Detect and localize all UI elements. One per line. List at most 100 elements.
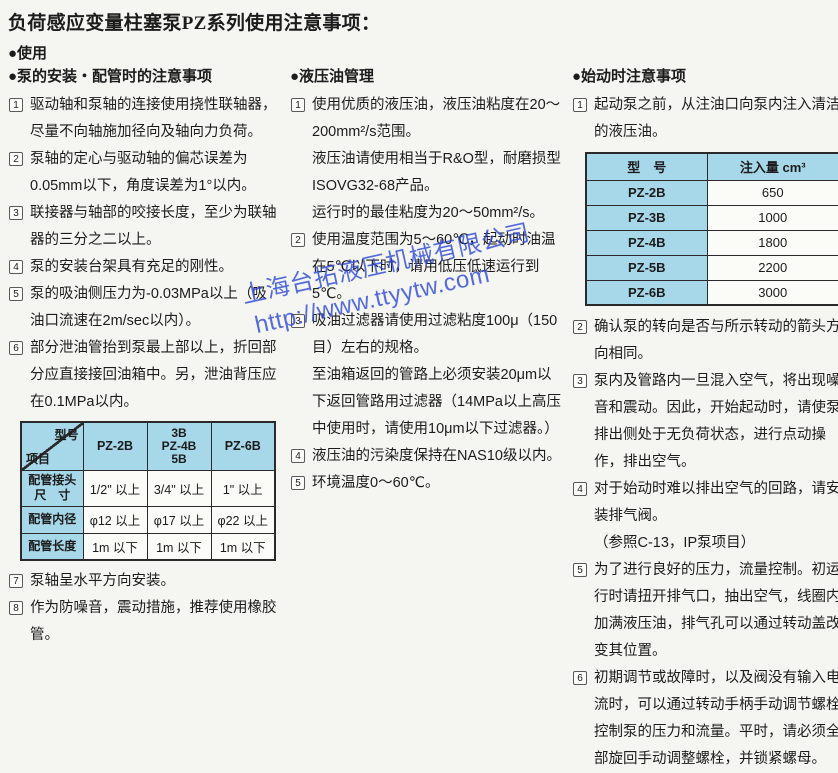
table-cell-model: PZ-3B — [585, 204, 708, 231]
table-cell: 3/4" 以上 — [146, 469, 212, 507]
note-item: 3 泵内及管路内一旦混入空气，将出现噪音和震动。因此，开始起动时，请使泵排出侧处… — [572, 368, 838, 476]
item-text: 环境温度0～60℃。 — [312, 475, 440, 491]
item-number: 2 — [9, 152, 23, 166]
item-text: 泵内及管路内一旦混入空气，将出现噪音和震动。因此，开始起动时，请使泵排出侧处于无… — [594, 373, 838, 470]
note-item: 7 泵轴呈水平方向安装。 — [8, 568, 281, 595]
section-oil: ●液压油管理 1 使用优质的液压油，液压油粘度在20～200mm²/s范围。 液… — [290, 66, 563, 773]
table-cell-volume: 1000 — [706, 204, 838, 231]
note-item: 6 初期调节或故障时，以及阀没有输入电流时，可以通过转动手柄手动调节螺栓控制泵的… — [572, 665, 838, 773]
column-header: 3B PZ-4B 5B — [146, 421, 212, 471]
columns: ●泵的安装・配管时的注意事项 1 驱动轴和泵轴的连接使用挠性联轴器，尽量不向轴施… — [8, 66, 838, 773]
column-header: 注入量 cm³ — [706, 152, 838, 181]
table-cell-volume: 650 — [706, 179, 838, 206]
section-startup: ●始动时注意事项 1 起动泵之前，从注油口向泵内注入清洁的液压油。 型 号 注入… — [572, 66, 838, 773]
item-number: 5 — [9, 287, 23, 301]
item-number: 8 — [9, 601, 23, 615]
item-text: 使用温度范围为5～60℃，起动时油温在5℃以下时，请用低压低速运行到5℃。 — [312, 232, 556, 302]
item-text: 作为防噪音，震动措施，推荐使用橡胶管。 — [30, 600, 277, 643]
item-number: 2 — [291, 233, 305, 247]
section-install-header: ●泵的安装・配管时的注意事项 — [8, 68, 213, 85]
item-text: 液压油的污染度保持在NAS10级以内。 — [312, 448, 561, 464]
table-cell: 1m 以下 — [210, 532, 276, 561]
piping-table: 型号 项目 PZ-2B 3B PZ-4B 5B PZ-6B 配管接头 尺 寸 1… — [20, 421, 276, 561]
item-text: 为了进行良好的压力，流量控制。初运行时请扭开排气口，抽出空气，线圈内加满液压油，… — [594, 562, 838, 659]
item-text: 液压油请使用相当于R&O型，耐磨损型ISOVG32-68产品。 — [312, 151, 561, 194]
usage-header: ●使用 — [8, 45, 48, 62]
item-text: 驱动轴和泵轴的连接使用挠性联轴器，尽量不向轴施加径向及轴向力负荷。 — [30, 97, 277, 140]
item-text: 吸油过滤器请使用过滤粘度100μ（150目）左右的规格。 — [312, 313, 558, 356]
corner-label-item: 项目 — [26, 451, 51, 466]
column-header: PZ-2B — [82, 421, 148, 471]
item-text: 初期调节或故障时，以及阀没有输入电流时，可以通过转动手柄手动调节螺栓控制泵的压力… — [594, 670, 838, 767]
item-text: （参照C-13，IP泵项目） — [594, 535, 756, 551]
item-number: 4 — [291, 449, 305, 463]
note-item: 4 液压油的污染度保持在NAS10级以内。 — [290, 443, 563, 470]
item-text: 泵轴的定心与驱动轴的偏芯误差为0.05mm以下，角度误差为1°以内。 — [30, 151, 256, 194]
item-text: 至油箱返回的管路上必须安装20μm以下返回管路用过滤器（14MPa以上高压中使用… — [312, 367, 561, 437]
note-item: 2 确认泵的转向是否与所示转动的箭头方向相同。 — [572, 314, 838, 368]
item-number: 4 — [573, 482, 587, 496]
item-text: 起动泵之前，从注油口向泵内注入清洁的液压油。 — [594, 97, 838, 140]
table-cell: 1" 以上 — [210, 469, 276, 507]
item-number: 5 — [573, 563, 587, 577]
column-header: 型 号 — [585, 152, 708, 181]
table-cell: 1m 以下 — [146, 532, 212, 561]
item-text: 泵的安装台架具有充足的刚性。 — [30, 259, 233, 275]
item-text: 部分泄油管抬到泵最上部以上，折回部分应直接接回油箱中。另，泄油背压应在0.1MP… — [30, 340, 277, 410]
table-cell-model: PZ-2B — [585, 179, 708, 206]
column-header: PZ-6B — [210, 421, 276, 471]
item-number: 3 — [573, 374, 587, 388]
note-item: 2 使用温度范围为5～60℃，起动时油温在5℃以下时，请用低压低速运行到5℃。 — [290, 227, 563, 308]
note-item: 4 泵的安装台架具有充足的刚性。 — [8, 254, 281, 281]
table-corner-cell: 型号 项目 — [20, 421, 84, 471]
item-text: 对于始动时难以排出空气的回路，请安装排气阀。 — [594, 481, 838, 524]
fill-volume-table: 型 号 注入量 cm³ PZ-2B 650 PZ-3B 1000 PZ-4B 1… — [585, 152, 838, 306]
table-cell-model: PZ-4B — [585, 229, 708, 256]
item-text: 运行时的最佳粘度为20～50mm²/s。 — [312, 205, 545, 221]
item-number: 5 — [291, 476, 305, 490]
section-oil-header: ●液压油管理 — [290, 68, 375, 85]
note-item: 8 作为防噪音，震动措施，推荐使用橡胶管。 — [8, 595, 281, 649]
note-item: 4 对于始动时难以排出空气的回路，请安装排气阀。 （参照C-13，IP泵项目） — [572, 476, 838, 557]
table-cell-model: PZ-5B — [585, 254, 708, 281]
note-item: 3 联接器与轴部的咬接长度，至少为联轴器的三分之二以上。 — [8, 200, 281, 254]
table-cell: φ12 以上 — [82, 505, 148, 534]
note-item: 1 驱动轴和泵轴的连接使用挠性联轴器，尽量不向轴施加径向及轴向力负荷。 — [8, 92, 281, 146]
note-item: 1 使用优质的液压油，液压油粘度在20～200mm²/s范围。 液压油请使用相当… — [290, 92, 563, 227]
note-item: 5 泵的吸油侧压力为-0.03MPa以上（吸油口流速在2m/sec以内）。 — [8, 281, 281, 335]
row-label: 配管接头 尺 寸 — [20, 469, 84, 507]
item-number: 1 — [291, 98, 305, 112]
table-cell: 1/2" 以上 — [82, 469, 148, 507]
item-number: 6 — [573, 671, 587, 685]
row-label: 配管内径 — [20, 505, 84, 534]
table-cell-volume: 1800 — [706, 229, 838, 256]
item-number: 3 — [291, 314, 305, 328]
note-item: 5 为了进行良好的压力，流量控制。初运行时请扭开排气口，抽出空气，线圈内加满液压… — [572, 557, 838, 665]
table-cell: φ22 以上 — [210, 505, 276, 534]
item-text: 泵的吸油侧压力为-0.03MPa以上（吸油口流速在2m/sec以内）。 — [30, 286, 267, 329]
item-text: 确认泵的转向是否与所示转动的箭头方向相同。 — [594, 319, 838, 362]
table-cell-volume: 3000 — [706, 279, 838, 306]
table-cell-model: PZ-6B — [585, 279, 708, 306]
table-cell: φ17 以上 — [146, 505, 212, 534]
item-number: 3 — [9, 206, 23, 220]
note-item: 2 泵轴的定心与驱动轴的偏芯误差为0.05mm以下，角度误差为1°以内。 — [8, 146, 281, 200]
table-cell: 1m 以下 — [82, 532, 148, 561]
page-title: 负荷感应变量柱塞泵PZ系列使用注意事项： — [8, 13, 381, 34]
row-label: 配管长度 — [20, 532, 84, 561]
note-item: 6 部分泄油管抬到泵最上部以上，折回部分应直接接回油箱中。另，泄油背压应在0.1… — [8, 335, 281, 416]
item-text: 泵轴呈水平方向安装。 — [30, 573, 175, 589]
table-cell-volume: 2200 — [706, 254, 838, 281]
note-item: 1 起动泵之前，从注油口向泵内注入清洁的液压油。 — [572, 92, 838, 146]
item-number: 4 — [9, 260, 23, 274]
note-item: 5 环境温度0～60℃。 — [290, 470, 563, 497]
item-number: 1 — [9, 98, 23, 112]
section-startup-header: ●始动时注意事项 — [572, 68, 687, 85]
item-text: 联接器与轴部的咬接长度，至少为联轴器的三分之二以上。 — [30, 205, 277, 248]
section-install: ●泵的安装・配管时的注意事项 1 驱动轴和泵轴的连接使用挠性联轴器，尽量不向轴施… — [8, 66, 281, 773]
corner-label-model: 型号 — [54, 428, 79, 442]
note-item: 3 吸油过滤器请使用过滤粘度100μ（150目）左右的规格。 至油箱返回的管路上… — [290, 308, 563, 443]
item-number: 1 — [573, 98, 587, 112]
item-text: 使用优质的液压油，液压油粘度在20～200mm²/s范围。 — [312, 97, 561, 140]
